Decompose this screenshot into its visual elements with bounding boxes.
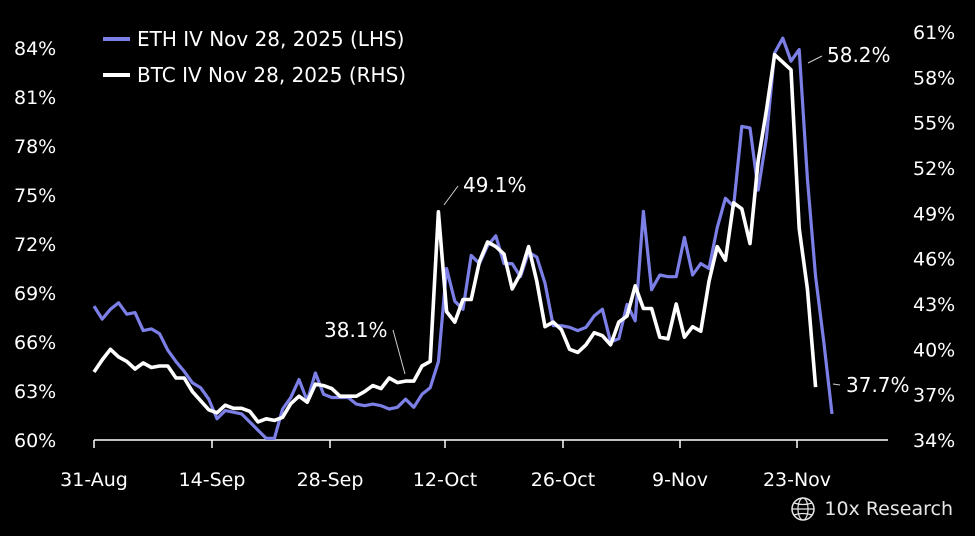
x-tick-label: 28-Sep	[297, 469, 364, 491]
x-tick-label: 14-Sep	[179, 469, 246, 491]
brand: 10x Research	[790, 496, 953, 522]
legend-label-eth: ETH IV Nov 28, 2025 (LHS)	[137, 27, 404, 51]
globe-icon	[791, 497, 816, 521]
left-tick-label: 81%	[14, 87, 56, 109]
annotation-leader	[807, 55, 823, 64]
x-axis: 31-Aug 14-Sep 28-Sep 12-Oct 26-Oct 9-Nov 23-No…	[60, 439, 888, 491]
left-tick-label: 84%	[14, 38, 56, 60]
right-tick-label: 37%	[913, 385, 955, 407]
eth-iv-line	[92, 36, 834, 440]
right-tick-label: 55%	[913, 113, 955, 135]
x-tick-label: 31-Aug	[60, 469, 128, 491]
right-axis-ticks: 34% 37% 40% 43% 46% 49% 52% 55% 58% 61%	[913, 22, 955, 452]
left-tick-label: 63%	[14, 381, 56, 403]
left-tick-label: 66%	[14, 332, 56, 354]
left-axis-ticks: 60% 63% 66% 69% 72% 75% 78% 81% 84%	[14, 38, 56, 452]
right-tick-label: 46%	[913, 249, 955, 271]
x-tick-label: 23-Nov	[763, 469, 831, 491]
x-tick-label: 12-Oct	[413, 469, 477, 491]
annotation-label: 49.1%	[463, 173, 527, 197]
annotation-label: 58.2%	[827, 43, 891, 67]
annotation-label: 38.1%	[324, 318, 388, 342]
btc-iv-line	[92, 52, 818, 424]
series-layer	[92, 36, 834, 440]
right-tick-label: 40%	[913, 339, 955, 361]
annotation-leader	[832, 383, 841, 386]
brand-name: 10x Research	[824, 498, 953, 520]
right-tick-label: 43%	[913, 294, 955, 316]
left-tick-label: 78%	[14, 136, 56, 158]
right-tick-label: 52%	[913, 158, 955, 180]
x-tick-label: 26-Oct	[531, 469, 595, 491]
left-tick-label: 72%	[14, 234, 56, 256]
right-tick-label: 58%	[913, 67, 955, 89]
x-tick-label: 9-Nov	[652, 469, 708, 491]
right-tick-label: 61%	[913, 22, 955, 44]
annotation-label: 37.7%	[846, 373, 910, 397]
left-tick-label: 60%	[14, 430, 56, 452]
annotation-leader	[443, 185, 459, 206]
left-tick-label: 69%	[14, 283, 56, 305]
legend-label-btc: BTC IV Nov 28, 2025 (RHS)	[137, 63, 406, 87]
annotation-leader	[392, 329, 406, 375]
left-tick-label: 75%	[14, 185, 56, 207]
right-tick-label: 34%	[913, 430, 955, 452]
annotation-layer: 49.1% 38.1% 58.2% 37.7%	[324, 43, 910, 397]
legend: ETH IV Nov 28, 2025 (LHS) BTC IV Nov 28,…	[103, 27, 406, 87]
right-tick-label: 49%	[913, 203, 955, 225]
